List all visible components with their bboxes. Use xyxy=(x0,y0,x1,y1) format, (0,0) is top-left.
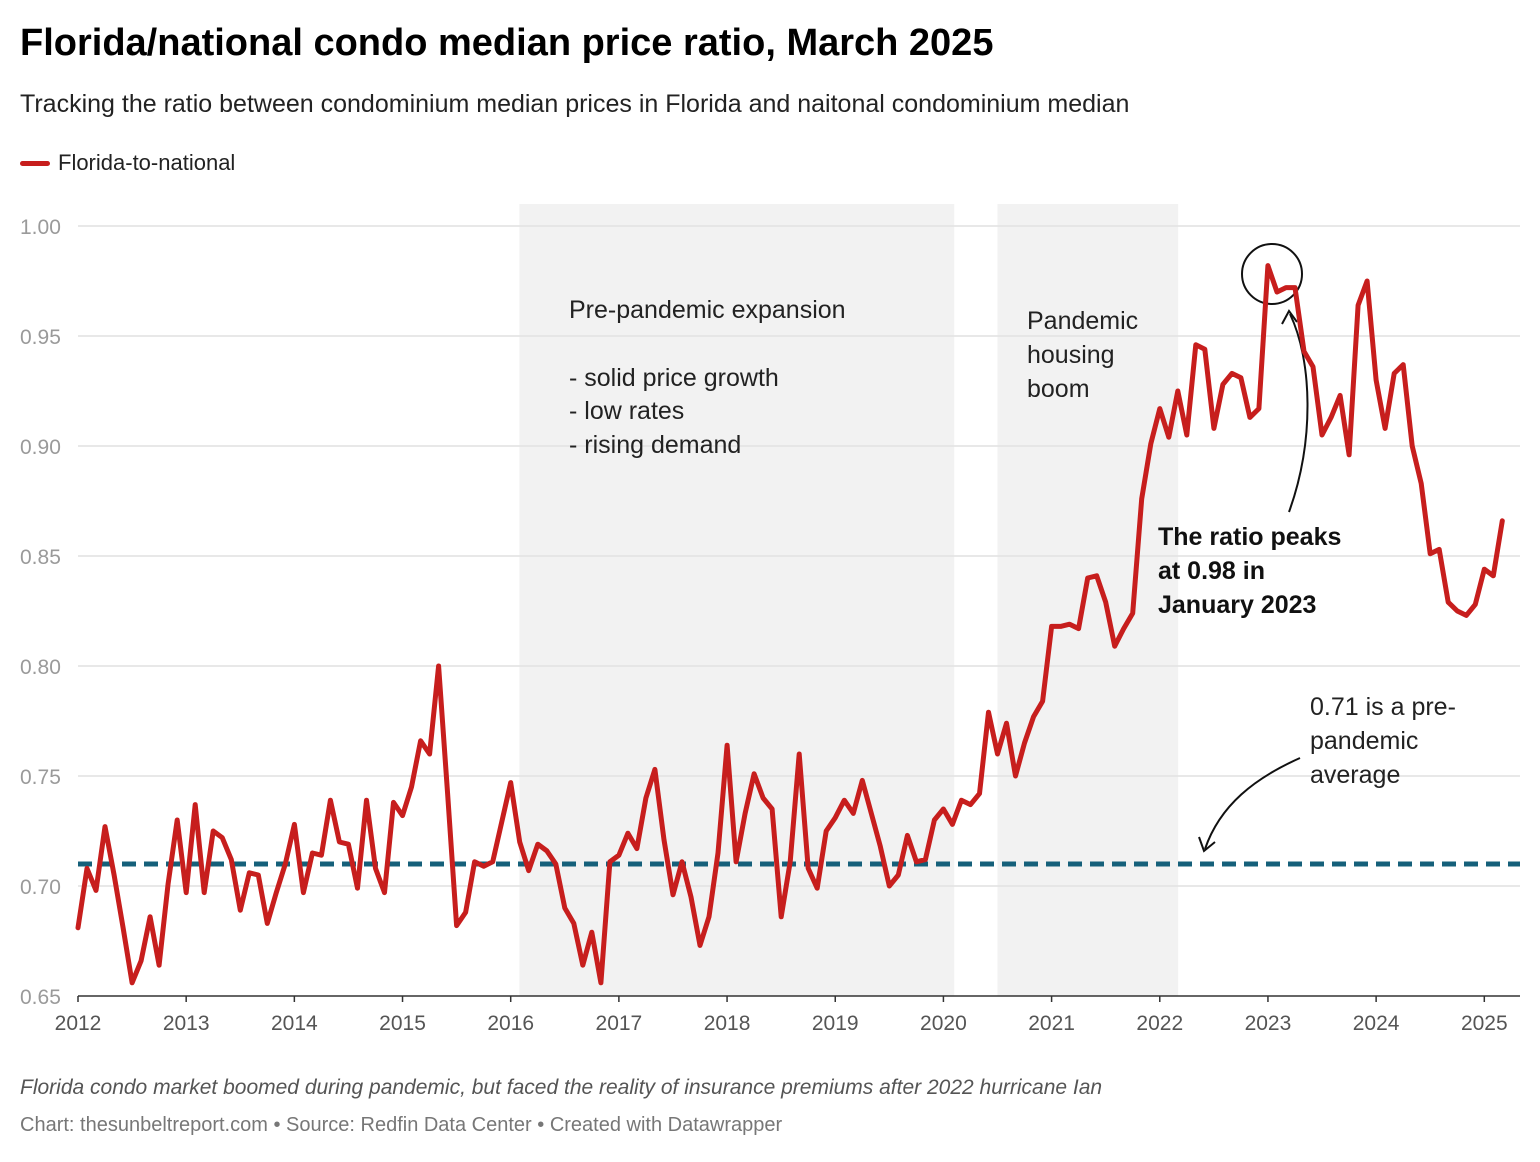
y-tick-label: 0.65 xyxy=(20,986,61,1009)
y-tick-label: 0.85 xyxy=(20,546,61,569)
annotations: Pre-pandemic expansion - solid price gro… xyxy=(569,243,1456,853)
x-tick-label: 2020 xyxy=(920,1012,967,1035)
x-tick-label: 2024 xyxy=(1353,1012,1400,1035)
peak-circle xyxy=(1241,243,1303,305)
legend-label: Florida-to-national xyxy=(58,150,236,175)
y-tick-label: 0.70 xyxy=(20,876,61,899)
reference-arrow xyxy=(1204,757,1301,850)
x-tick-label: 2018 xyxy=(704,1012,751,1035)
gridlines xyxy=(78,225,1520,997)
x-tick-label: 2023 xyxy=(1245,1012,1292,1035)
annotation-peak: The ratio peaks at 0.98 in January 2023 xyxy=(1158,523,1341,619)
x-tick-label: 2014 xyxy=(271,1012,318,1035)
y-tick-label: 1.00 xyxy=(20,216,61,239)
x-tick-label: 2021 xyxy=(1028,1012,1075,1035)
x-tick-label: 2017 xyxy=(596,1012,643,1035)
peak-arrowhead xyxy=(1281,309,1298,325)
x-tick-label: 2012 xyxy=(55,1012,102,1035)
x-tick-label: 2022 xyxy=(1136,1012,1183,1035)
annotation-prepandemic-bullet-3: - rising demand xyxy=(569,431,741,459)
legend-swatch xyxy=(20,160,50,166)
series-line-florida-to-national xyxy=(75,263,1505,986)
y-tick-label: 0.80 xyxy=(20,656,61,679)
y-tick-label: 0.90 xyxy=(20,436,61,459)
y-tick-label: 0.75 xyxy=(20,766,61,789)
chart-subtitle: Tracking the ratio between condominium m… xyxy=(20,90,1130,118)
x-tick-label: 2015 xyxy=(379,1012,426,1035)
chart-title: Florida/national condo median price rati… xyxy=(20,22,994,64)
legend: Florida-to-national xyxy=(20,150,235,176)
chart-byline: Chart: thesunbeltreport.com • Source: Re… xyxy=(20,1114,783,1136)
x-axis: 2012 2013 2014 2015 2016 2017 2018 2019 2020 2021… xyxy=(55,996,1508,1035)
annotation-reference: 0.71 is a pre-pandemic average xyxy=(1310,693,1456,789)
x-tick-label: 2013 xyxy=(163,1012,210,1035)
annotation-prepandemic-bullet-2: - low rates xyxy=(569,397,684,425)
annotation-prepandemic-bullet-1: - solid price growth xyxy=(569,364,779,392)
annotation-pandemic-boom: Pandemic housing boom xyxy=(1027,307,1138,403)
x-tick-label: 2016 xyxy=(487,1012,534,1035)
x-tick-label: 2025 xyxy=(1461,1012,1508,1035)
annotation-prepandemic-title: Pre-pandemic expansion xyxy=(569,296,846,324)
series-line-group xyxy=(75,263,1505,986)
x-tick-label: 2019 xyxy=(812,1012,859,1035)
chart-notes: Florida condo market boomed during pande… xyxy=(20,1076,1103,1099)
y-tick-label: 0.95 xyxy=(20,326,61,349)
reference-arrowhead xyxy=(1198,836,1216,853)
y-axis: 1.00 0.95 0.90 0.85 0.80 0.75 0.70 0.65 xyxy=(20,216,61,1009)
peak-arrow xyxy=(1288,313,1309,513)
